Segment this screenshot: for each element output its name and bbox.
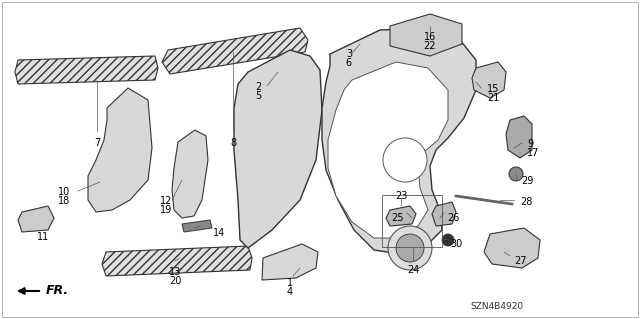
- Text: 30: 30: [450, 239, 462, 249]
- Bar: [382, 195, 442, 247]
- Text: 22: 22: [424, 41, 436, 51]
- Polygon shape: [484, 228, 540, 268]
- Circle shape: [396, 234, 424, 262]
- Text: 16: 16: [424, 32, 436, 42]
- Polygon shape: [262, 244, 318, 280]
- Text: 27: 27: [514, 256, 527, 266]
- Polygon shape: [234, 50, 322, 248]
- Polygon shape: [472, 62, 506, 98]
- Polygon shape: [328, 62, 448, 238]
- Polygon shape: [506, 116, 532, 158]
- Polygon shape: [102, 246, 252, 276]
- Text: 24: 24: [407, 265, 419, 275]
- Polygon shape: [162, 28, 308, 74]
- Text: 8: 8: [230, 138, 236, 148]
- Text: 13: 13: [169, 267, 181, 277]
- Text: 6: 6: [346, 58, 352, 68]
- Text: 3: 3: [346, 49, 352, 59]
- Text: 28: 28: [520, 197, 532, 207]
- Text: 23: 23: [395, 191, 407, 201]
- Text: 10: 10: [58, 187, 70, 197]
- Text: 2: 2: [255, 82, 261, 92]
- Text: 19: 19: [160, 205, 172, 215]
- Polygon shape: [15, 56, 158, 84]
- Circle shape: [509, 167, 523, 181]
- Text: 25: 25: [392, 213, 404, 223]
- Polygon shape: [432, 202, 456, 226]
- Text: 9: 9: [527, 139, 533, 149]
- Circle shape: [442, 234, 454, 246]
- Text: 20: 20: [169, 276, 181, 286]
- Text: 12: 12: [159, 196, 172, 206]
- Text: 21: 21: [487, 93, 499, 103]
- Polygon shape: [322, 28, 476, 254]
- Text: 4: 4: [287, 287, 293, 297]
- Polygon shape: [172, 130, 208, 218]
- Circle shape: [383, 138, 427, 182]
- Polygon shape: [390, 14, 462, 56]
- Polygon shape: [88, 88, 152, 212]
- Polygon shape: [182, 220, 212, 232]
- Text: FR.: FR.: [46, 285, 69, 298]
- Text: SZN4B4920: SZN4B4920: [470, 302, 524, 311]
- Polygon shape: [386, 206, 416, 226]
- Text: 1: 1: [287, 278, 293, 288]
- Text: 5: 5: [255, 91, 261, 101]
- Text: 18: 18: [58, 196, 70, 206]
- Text: 14: 14: [213, 228, 225, 238]
- Text: 26: 26: [447, 213, 460, 223]
- Polygon shape: [18, 206, 54, 232]
- Text: 29: 29: [521, 176, 533, 186]
- Circle shape: [388, 226, 432, 270]
- Text: 15: 15: [487, 84, 499, 94]
- Text: 7: 7: [94, 138, 100, 148]
- Text: 11: 11: [37, 232, 49, 242]
- Text: 17: 17: [527, 148, 540, 158]
